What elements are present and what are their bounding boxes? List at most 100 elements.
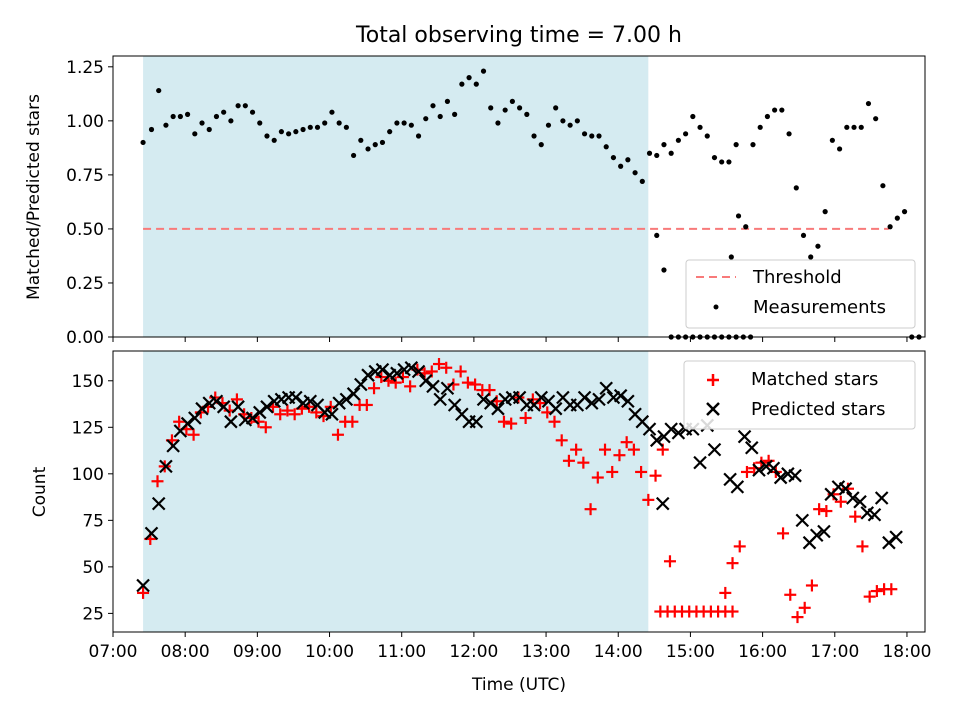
predicted-star-point: [534, 390, 549, 405]
top-ytick-label: 0.50: [66, 220, 104, 240]
bottom-xlabel: Time (UTC): [471, 675, 566, 695]
predicted-star-point: [649, 433, 664, 448]
measurement-point: [206, 126, 212, 133]
measurement-point: [452, 111, 458, 117]
measurement-point: [574, 118, 580, 124]
matched-star-point: [599, 443, 612, 456]
predicted-star-point: [773, 470, 788, 485]
bottom-xtick-label: 09:00: [233, 642, 282, 662]
measurement-point: [163, 122, 169, 128]
measurement-point: [264, 133, 270, 139]
top-shaded-span: [143, 56, 649, 337]
measurement-point: [480, 68, 487, 74]
measurement-point: [901, 209, 908, 215]
predicted-star-point: [730, 480, 745, 494]
measurement-point: [772, 107, 778, 113]
measurement-point: [894, 215, 900, 221]
top-ytick-label: 1.25: [66, 58, 104, 78]
predicted-star-point: [289, 390, 303, 405]
predicted-star-point: [433, 392, 447, 407]
measurement-point: [654, 152, 660, 159]
matched-star-point: [173, 415, 186, 428]
measurement-point: [415, 133, 422, 139]
measurement-point: [213, 113, 220, 120]
measurement-point: [589, 133, 595, 139]
matched-star-point: [389, 376, 402, 389]
measurement-point: [394, 120, 400, 126]
predicted-star-point: [476, 392, 491, 407]
measurement-point: [560, 118, 566, 124]
measurement-point: [690, 113, 696, 120]
matched-star-point: [505, 417, 518, 430]
measurement-point: [757, 124, 763, 130]
matched-star-point: [627, 443, 640, 456]
predicted-star-point: [752, 463, 766, 477]
measurement-point: [750, 142, 756, 148]
measurement-point: [314, 124, 321, 130]
predicted-star-point: [853, 494, 867, 509]
matched-star-point: [281, 404, 294, 417]
predicted-star-point: [136, 578, 150, 593]
measurement-point: [408, 122, 414, 128]
predicted-star-point: [817, 524, 831, 539]
predicted-star-point: [889, 530, 903, 544]
measurement-point: [683, 131, 689, 137]
measurement-point: [235, 103, 241, 109]
matched-star-point: [870, 585, 883, 598]
predicted-star-point: [188, 411, 202, 425]
predicted-star-point: [231, 400, 245, 414]
bottom-ytick-label: 100: [72, 465, 104, 485]
measurement-point: [199, 120, 205, 126]
legend-measurements-label: Measurements: [753, 297, 886, 318]
matched-star-point: [726, 605, 739, 618]
measurement-point: [343, 124, 349, 130]
bottom-panel: 25 50 75 100 125 150 07:00 08:00 09:00 10:00 11:0…: [30, 350, 931, 695]
top-legend: Threshold Measurements: [685, 259, 916, 329]
matched-star-point: [733, 540, 746, 553]
predicted-star-point: [577, 390, 592, 405]
predicted-star-point: [180, 416, 195, 431]
bottom-xtick-label: 10:00: [305, 642, 354, 662]
measurement-point: [140, 139, 146, 146]
predicted-star-point: [426, 379, 440, 394]
matched-star-point: [433, 358, 446, 371]
predicted-star-point: [766, 461, 781, 476]
predicted-star-point: [795, 513, 810, 528]
predicted-star-point: [440, 381, 455, 395]
matched-star-point: [497, 415, 510, 428]
bottom-xtick-label: 18:00: [882, 642, 931, 662]
predicted-star-point: [655, 496, 670, 511]
predicted-star-point: [664, 422, 678, 436]
measurement-point: [865, 100, 872, 107]
measurement-point: [858, 124, 864, 130]
bottom-shaded-span: [143, 351, 649, 632]
matched-star-point: [469, 378, 482, 391]
predicted-star-point: [339, 392, 354, 407]
measurement-point: [733, 142, 739, 148]
bottom-ytick-label: 75: [82, 511, 104, 531]
predicted-star-point: [447, 398, 462, 412]
measurement-point: [293, 129, 299, 135]
measurement-point: [779, 107, 785, 113]
measurement-point: [170, 113, 176, 120]
measurement-point: [625, 157, 631, 163]
predicted-star-point: [788, 468, 802, 483]
matched-star-point: [454, 365, 467, 378]
measurement-point: [350, 152, 357, 159]
measurement-point: [581, 131, 588, 137]
legend-threshold-label: Threshold: [752, 267, 842, 288]
measurement-point: [553, 105, 559, 111]
top-ytick-label: 1.00: [66, 112, 104, 132]
matched-star-point: [360, 398, 373, 411]
measurement-point: [242, 103, 248, 109]
bottom-xtick-label: 13:00: [522, 642, 571, 662]
predicted-star-point: [483, 396, 498, 410]
predicted-star-point: [354, 377, 368, 392]
predicted-star-point: [838, 481, 853, 496]
matched-star-point: [584, 503, 597, 516]
matched-star-point: [288, 408, 301, 421]
measurement-point: [177, 113, 183, 120]
measurement-point: [430, 103, 436, 109]
measurement-point: [603, 144, 609, 150]
matched-star-point: [642, 493, 655, 506]
